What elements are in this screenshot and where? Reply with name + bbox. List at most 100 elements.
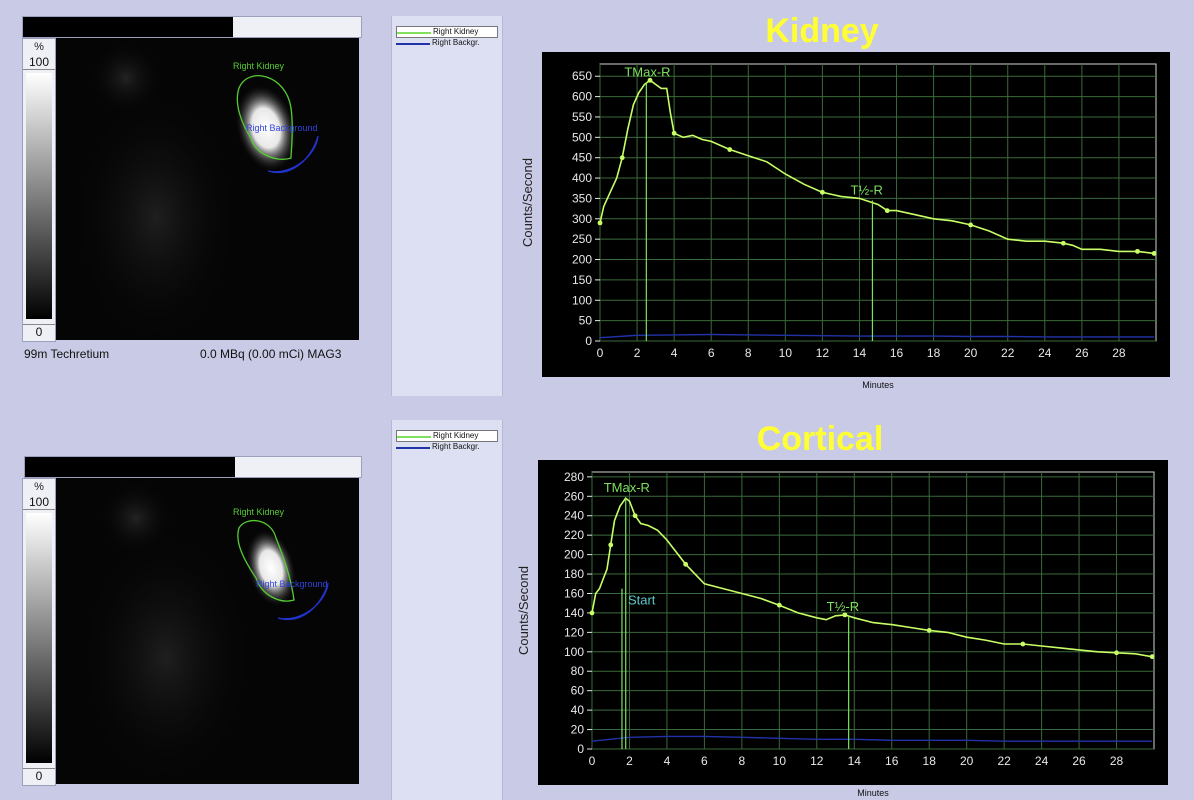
x-axis-label: Minutes <box>862 380 894 390</box>
y-tick-label: 60 <box>571 684 585 698</box>
y-tick-label: 600 <box>572 90 592 104</box>
patient-name-field-2 <box>24 456 362 478</box>
y-axis-label: Counts/Second <box>520 158 535 247</box>
scale-min-label: 0 <box>23 324 55 339</box>
cortical-renogram-chart[interactable]: 0 2 4 6 8 10 12 14 16 18 20 22 24 26 28020406080100120… <box>506 460 1170 798</box>
right-background-roi[interactable] <box>267 135 319 174</box>
kidney-renogram-chart[interactable]: 0 2 4 6 8 10 12 14 16 18 20 22 24 26 28050100150200250… <box>510 52 1170 397</box>
data-point <box>884 208 890 214</box>
right-kidney-roi-2[interactable] <box>237 519 295 602</box>
y-tick-label: 350 <box>572 191 592 205</box>
right-background-roi-2[interactable] <box>277 582 329 621</box>
data-point <box>589 610 595 616</box>
roi-label-background-2: Right Background <box>256 579 328 589</box>
y-tick-label: 450 <box>572 151 592 165</box>
data-point <box>632 513 638 519</box>
y-tick-label: 500 <box>572 130 592 144</box>
x-tick-label: 16 <box>890 346 904 360</box>
renal-scan-image-2[interactable]: Right Kidney Right Background <box>56 478 359 784</box>
intensity-scale-2: % 100 0 <box>22 478 56 786</box>
x-tick-label: 26 <box>1072 754 1086 768</box>
x-tick-label: 26 <box>1075 346 1089 360</box>
marker-label: TMax-R <box>604 480 650 495</box>
data-point <box>1135 248 1140 254</box>
grayscale-gradient <box>26 73 52 319</box>
y-tick-label: 220 <box>564 528 584 542</box>
dose-label: 0.0 MBq (0.00 mCi) MAG3 <box>200 347 342 361</box>
legend-item-right-background[interactable]: Right Backgr. <box>396 38 496 48</box>
right-kidney-roi[interactable] <box>236 75 293 160</box>
y-tick-label: 20 <box>571 723 585 737</box>
data-point <box>1114 650 1119 656</box>
data-point <box>1151 251 1157 256</box>
x-tick-label: 18 <box>927 346 941 360</box>
x-tick-label: 6 <box>708 346 715 360</box>
x-tick-label: 2 <box>626 754 633 768</box>
intensity-scale: % 100 0 <box>22 38 56 342</box>
x-tick-label: 12 <box>816 346 830 360</box>
x-tick-label: 4 <box>664 754 671 768</box>
renal-scan-image[interactable]: Right Kidney Right Background <box>56 38 359 340</box>
y-tick-label: 300 <box>572 212 592 226</box>
x-tick-label: 8 <box>745 346 752 360</box>
y-tick-label: 140 <box>564 606 584 620</box>
legend-swatch-kidney-2 <box>397 436 431 438</box>
scale-max-label-2: 100 <box>23 495 55 510</box>
data-point <box>683 561 689 567</box>
chart-title-cortical: Cortical <box>756 420 884 458</box>
data-point <box>608 542 614 548</box>
x-tick-label: 22 <box>997 754 1011 768</box>
marker-label: TMax-R <box>624 64 670 79</box>
series-line-right-background <box>591 735 1153 742</box>
y-tick-label: 280 <box>564 470 584 484</box>
data-point <box>727 147 733 152</box>
redacted-patient-info-2 <box>25 457 235 477</box>
x-tick-label: 28 <box>1110 754 1124 768</box>
series-line-right-kidney <box>599 79 1155 255</box>
x-tick-label: 16 <box>885 754 899 768</box>
x-tick-label: 8 <box>739 754 746 768</box>
y-tick-label: 400 <box>572 171 592 185</box>
x-tick-label: 14 <box>853 346 867 360</box>
y-axis-label: Counts/Second <box>516 566 531 655</box>
data-point <box>1060 240 1066 246</box>
x-tick-label: 20 <box>960 754 974 768</box>
legend-swatch-background <box>396 43 430 45</box>
y-tick-label: 80 <box>571 664 585 678</box>
x-tick-label: 0 <box>589 754 596 768</box>
marker-label: T½-R <box>850 182 883 197</box>
y-tick-label: 180 <box>564 567 584 581</box>
y-tick-label: 100 <box>572 293 592 307</box>
data-point <box>820 189 825 195</box>
data-point <box>968 222 974 228</box>
y-tick-label: 150 <box>572 273 592 287</box>
y-tick-label: 0 <box>585 334 592 348</box>
grayscale-gradient-2 <box>26 513 52 763</box>
y-tick-label: 0 <box>577 742 584 756</box>
isotope-label: 99m Techretium <box>24 347 110 361</box>
x-tick-label: 0 <box>597 346 604 360</box>
y-tick-label: 650 <box>572 69 592 83</box>
legend-item-right-background-2[interactable]: Right Backgr. <box>396 442 496 452</box>
x-tick-label: 12 <box>810 754 824 768</box>
chart-title-kidney: Kidney <box>765 12 879 50</box>
data-point <box>647 77 653 83</box>
legend-item-right-kidney[interactable]: Right Kidney <box>396 26 498 38</box>
chart-frame <box>542 52 1170 377</box>
x-tick-label: 6 <box>701 754 708 768</box>
y-tick-label: 550 <box>572 110 592 124</box>
legend-column-kidney: Right Kidney Right Backgr. <box>391 16 503 396</box>
legend-column-cortical: Right Kidney Right Backgr. <box>391 420 503 800</box>
data-point <box>671 130 677 136</box>
legend-swatch-kidney <box>397 32 431 34</box>
data-point <box>842 612 848 618</box>
y-tick-label: 40 <box>571 703 585 717</box>
data-point <box>619 155 625 161</box>
x-tick-label: 10 <box>773 754 787 768</box>
legend-item-right-kidney-2[interactable]: Right Kidney <box>396 430 498 442</box>
y-tick-label: 100 <box>564 645 584 659</box>
x-tick-label: 28 <box>1112 346 1126 360</box>
scale-min-label-2: 0 <box>23 768 55 783</box>
y-tick-label: 240 <box>564 509 584 523</box>
y-tick-label: 200 <box>572 253 592 267</box>
